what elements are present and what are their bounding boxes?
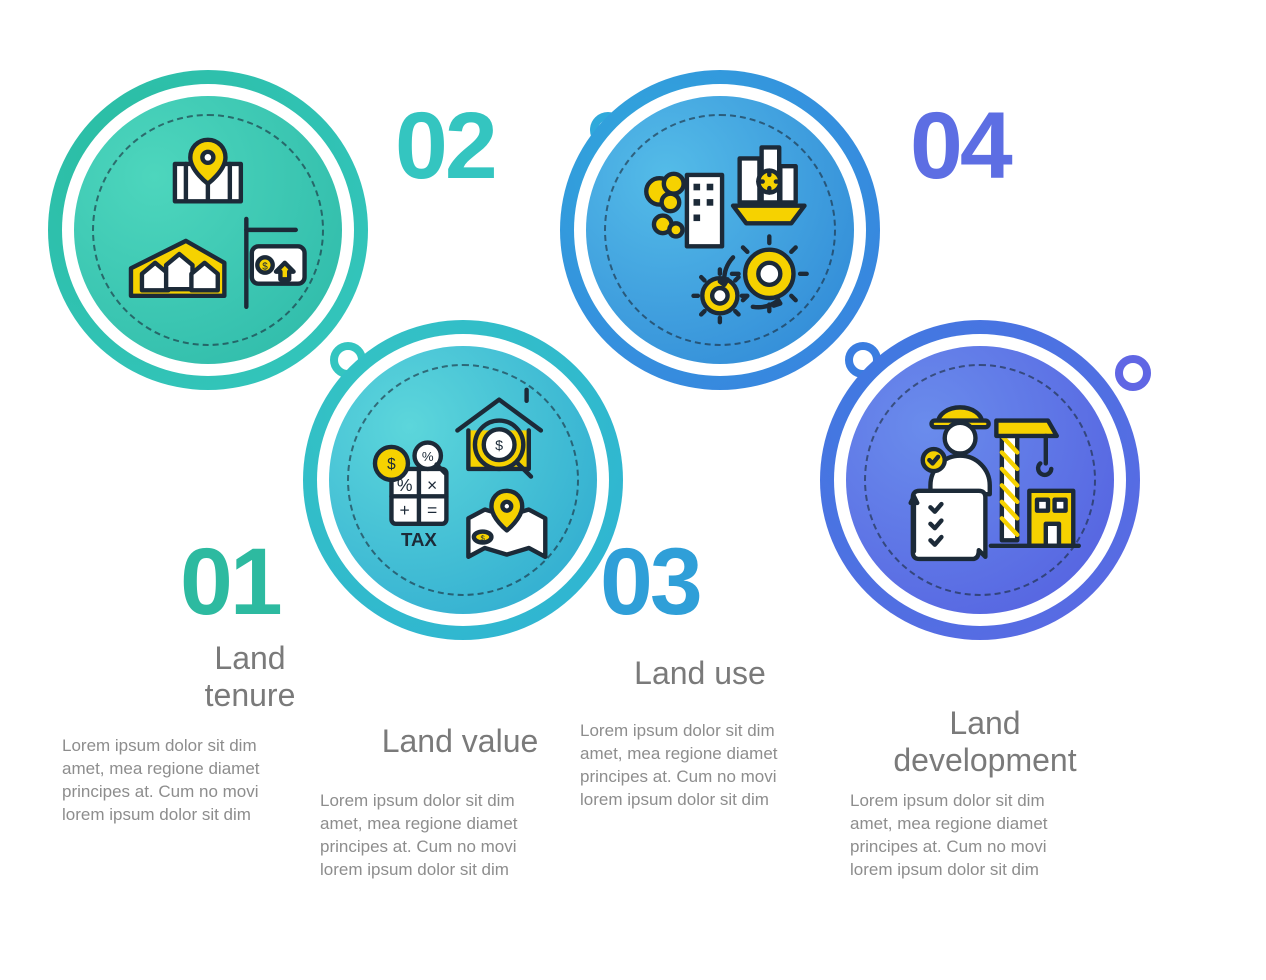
svg-text:×: × (427, 475, 437, 495)
step-1-title: Landtenure (140, 640, 360, 714)
svg-text:$: $ (481, 533, 486, 542)
step-1-number: 01 (180, 528, 280, 637)
connector-4 (1115, 355, 1151, 391)
svg-text:$: $ (387, 456, 396, 473)
tenure-icon: $ (74, 96, 342, 364)
svg-text:=: = (427, 500, 437, 520)
step-2-number: 02 (395, 92, 495, 201)
step-2-circle: $ % × + = $ (303, 320, 623, 640)
development-icon (846, 346, 1114, 614)
step-4-title: Landdevelopment (875, 705, 1095, 779)
step-2-title: Land value (350, 723, 570, 760)
step-1-circle: $ (48, 70, 368, 390)
step-1-body: Lorem ipsum dolor sit dim amet, mea regi… (62, 735, 302, 827)
svg-text:$: $ (262, 262, 268, 273)
step-4-body: Lorem ipsum dolor sit dim amet, mea regi… (850, 790, 1090, 882)
svg-text:%: % (422, 449, 434, 464)
step-4-number: 04 (910, 92, 1010, 201)
step-3-body: Lorem ipsum dolor sit dim amet, mea regi… (580, 720, 820, 812)
step-2-body: Lorem ipsum dolor sit dim amet, mea regi… (320, 790, 560, 882)
step-3-title: Land use (590, 655, 810, 692)
value-icon: $ % × + = $ (329, 346, 597, 614)
svg-text:+: + (400, 500, 410, 520)
step-3-number: 03 (600, 528, 700, 637)
step-3-circle (560, 70, 880, 390)
step-4-circle (820, 320, 1140, 640)
use-icon (586, 96, 854, 364)
svg-text:$: $ (495, 438, 503, 454)
svg-text:TAX: TAX (401, 529, 437, 550)
